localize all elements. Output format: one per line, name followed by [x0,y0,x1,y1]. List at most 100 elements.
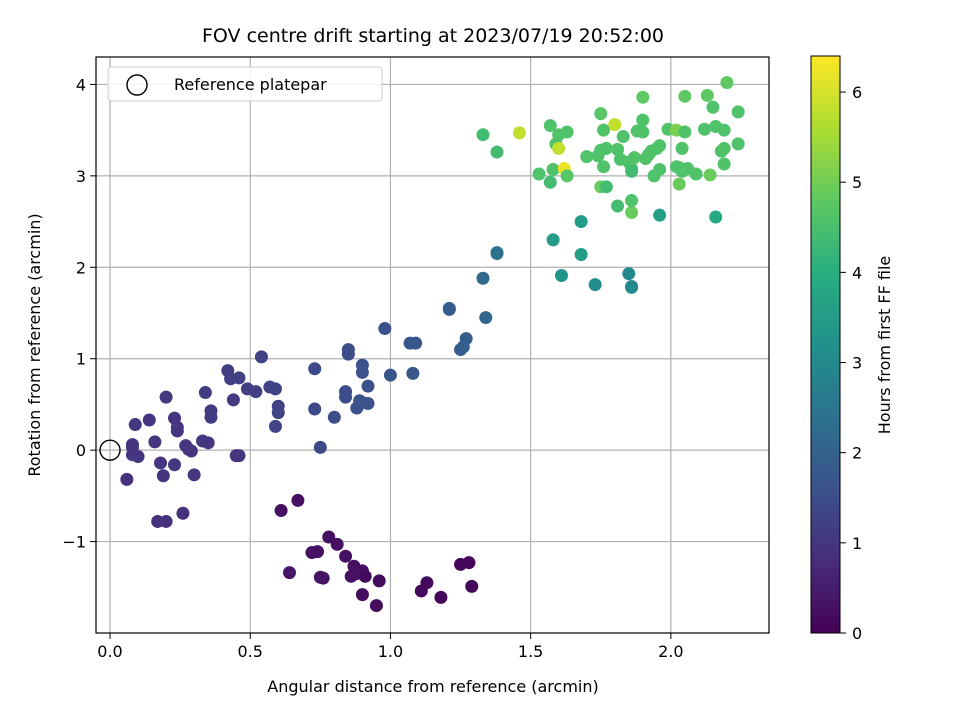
colorbar-tick-label: 0 [852,624,862,643]
data-point [339,390,353,404]
data-point [599,180,613,194]
data-point [434,590,448,604]
data-point [361,397,375,411]
data-point [594,107,608,121]
data-point [625,205,639,219]
data-point [625,164,639,178]
data-point [282,566,296,580]
data-point [226,393,240,407]
data-point [678,89,692,103]
y-tick-label: 2 [76,258,86,277]
data-point [675,141,689,155]
colorbar-tick-label: 2 [852,444,862,463]
data-point [327,410,341,424]
colorbar-ticks: 0 1 2 3 4 5 6 [840,83,862,643]
data-point [159,390,173,404]
data-point [308,362,322,376]
colorbar-tick-label: 5 [852,173,862,192]
data-point [420,576,434,590]
data-point [700,88,714,102]
data-point [476,271,490,285]
data-point [608,118,622,132]
data-point [672,177,686,191]
data-point [128,418,142,432]
data-point [720,76,734,90]
data-point [355,588,369,602]
data-point [308,402,322,416]
x-tick-label: 0.5 [238,642,263,661]
data-point [717,141,731,155]
data-point [153,456,167,470]
data-point [653,139,667,153]
data-point [361,379,375,393]
data-point [636,113,650,127]
reference-marker [99,439,121,461]
reference-point [99,439,121,461]
data-point [462,556,476,570]
data-point [731,137,745,151]
colorbar-tick-label: 4 [852,263,862,282]
data-point [201,436,215,450]
data-point [611,199,625,213]
x-axis-ticks: 0.0 0.5 1.0 1.5 2.0 [97,633,684,661]
data-point [616,130,630,144]
data-point [731,105,745,119]
legend-label: Reference platepar [174,75,327,94]
data-point [706,100,720,114]
data-point [232,449,246,463]
data-point [156,469,170,483]
x-tick-label: 1.0 [378,642,403,661]
colorbar: 0 1 2 3 4 5 6 Hours from first FF file [810,55,894,643]
legend: Reference platepar [107,66,383,102]
data-point [546,162,560,176]
y-axis-label: Rotation from reference (arcmin) [25,213,44,476]
y-tick-label: 1 [76,350,86,369]
data-point [717,157,731,171]
data-point [476,128,490,142]
data-point [232,371,246,385]
data-point [198,386,212,400]
data-point [176,506,190,520]
data-point [187,468,201,482]
data-point [479,311,493,325]
data-point [378,322,392,336]
data-point [339,549,353,563]
chart-title: FOV centre drift starting at 2023/07/19 … [202,25,664,47]
data-point [249,385,263,399]
data-point [490,246,504,260]
data-point [459,332,473,346]
y-tick-label: 4 [76,75,86,94]
data-point [580,150,594,164]
data-point [703,168,717,182]
data-point [546,233,560,247]
data-point [622,267,636,281]
data-points [120,76,745,613]
data-point [168,458,182,472]
data-point [184,444,198,458]
colorbar-tick-label: 1 [852,534,862,553]
data-point [588,278,602,292]
data-point [274,503,288,517]
data-point [313,440,327,454]
data-point [355,365,369,379]
data-point [148,435,162,449]
data-point [406,366,420,380]
x-tick-label: 2.0 [658,642,683,661]
colorbar-label: Hours from first FF file [875,256,894,435]
data-point [543,175,557,189]
data-point [369,599,383,613]
data-point [574,215,588,229]
plot-frame [95,56,770,634]
legend-box [107,66,383,102]
data-point [560,169,574,183]
data-point [543,119,557,133]
colorbar-tick-label: 3 [852,354,862,373]
legend-marker [126,74,148,96]
y-tick-label: 3 [76,167,86,186]
data-point [311,545,325,559]
data-point [322,530,336,544]
data-point [120,472,134,486]
data-point [653,208,667,222]
data-point [597,160,611,174]
